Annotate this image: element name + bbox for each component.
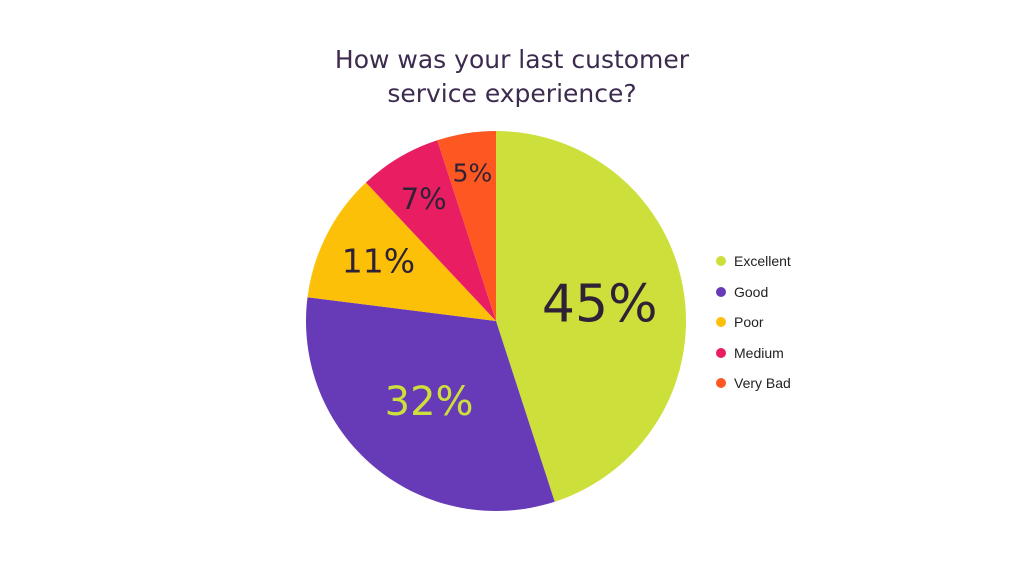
legend-item-medium[interactable]: Medium (716, 338, 791, 369)
pie-slice-poor[interactable] (307, 182, 497, 322)
pie-slice-excellent[interactable] (496, 131, 686, 502)
legend: Excellent Good Poor Medium Very Bad (716, 246, 791, 399)
legend-item-good[interactable]: Good (716, 277, 791, 308)
legend-label-poor: Poor (734, 314, 764, 331)
legend-label-good: Good (734, 283, 769, 300)
pie-label-very-bad: 5% (453, 158, 493, 187)
legend-swatch-poor (716, 317, 726, 328)
legend-label-excellent: Excellent (734, 253, 791, 270)
legend-swatch-excellent (716, 256, 726, 267)
chart-title: How was your last customer service exper… (262, 43, 762, 111)
legend-item-excellent[interactable]: Excellent (716, 246, 791, 277)
legend-swatch-medium (716, 347, 726, 358)
legend-swatch-very-bad (716, 378, 726, 389)
pie-slice-very-bad[interactable] (437, 131, 496, 321)
legend-label-very-bad: Very Bad (734, 375, 791, 392)
pie-label-good: 32% (385, 379, 474, 425)
chart-title-line-2: service experience? (387, 78, 637, 108)
chart-title-line-1: How was your last customer (334, 44, 690, 74)
pie-label-poor: 11% (342, 242, 415, 281)
legend-label-medium: Medium (734, 344, 784, 361)
legend-item-poor[interactable]: Poor (716, 307, 791, 338)
legend-swatch-good (716, 286, 726, 297)
pie-label-medium: 7% (401, 182, 447, 216)
legend-item-very-bad[interactable]: Very Bad (716, 368, 791, 399)
pie-label-excellent: 45% (542, 275, 658, 335)
pie-slice-good[interactable] (306, 297, 555, 511)
pie-slice-medium[interactable] (365, 140, 496, 321)
